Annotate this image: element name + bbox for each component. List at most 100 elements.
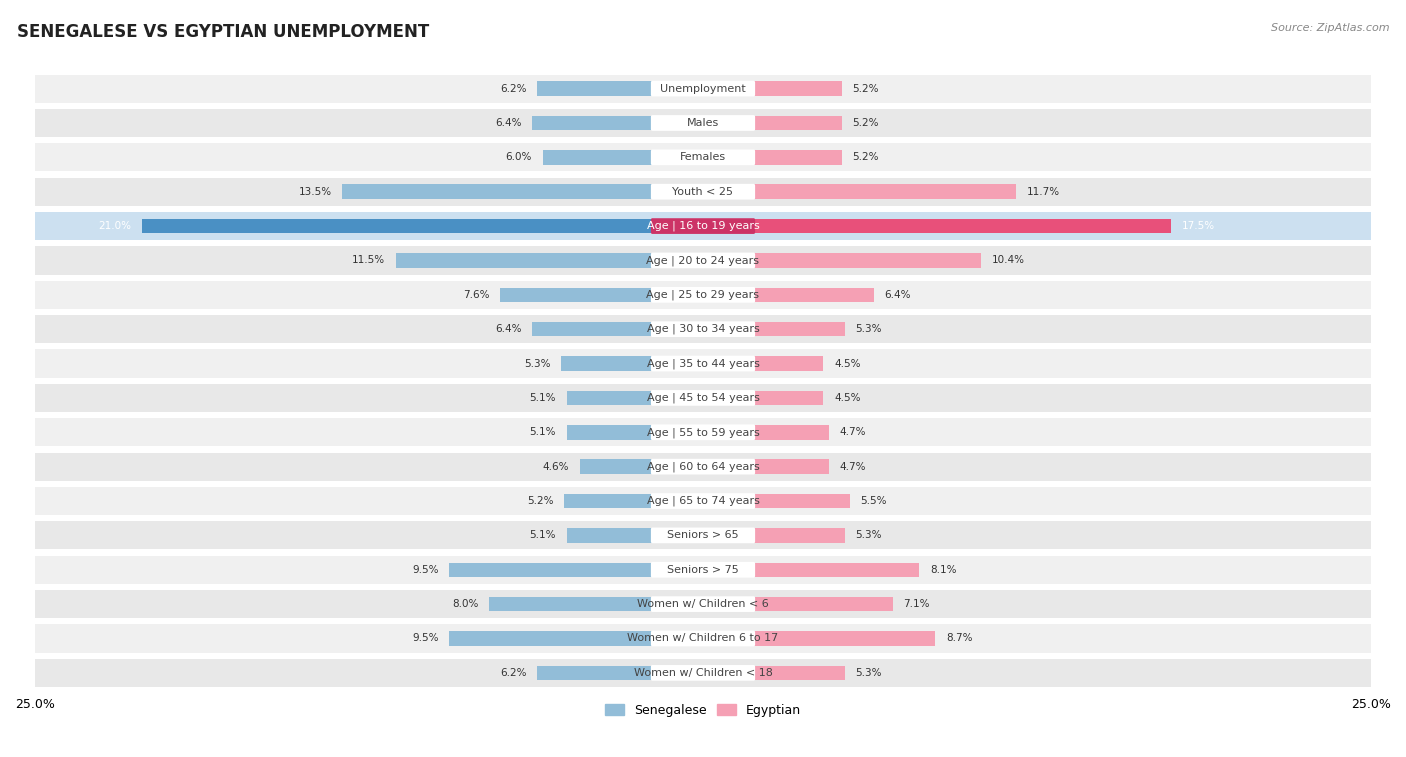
Bar — [35, 109, 1371, 137]
FancyBboxPatch shape — [651, 390, 755, 406]
Bar — [449, 562, 703, 577]
Bar — [703, 288, 875, 302]
Bar — [35, 625, 1371, 653]
Text: 6.2%: 6.2% — [501, 668, 527, 678]
Bar — [543, 150, 703, 164]
Bar — [581, 459, 703, 474]
Text: Seniors > 65: Seniors > 65 — [668, 531, 738, 540]
Bar — [703, 116, 842, 130]
Bar — [35, 384, 1371, 412]
Bar — [35, 212, 1371, 240]
Bar — [703, 219, 1171, 233]
FancyBboxPatch shape — [651, 665, 755, 681]
Text: 5.2%: 5.2% — [852, 152, 879, 162]
Text: 9.5%: 9.5% — [412, 565, 439, 575]
Bar — [35, 590, 1371, 618]
Text: 6.2%: 6.2% — [501, 83, 527, 94]
Text: 9.5%: 9.5% — [412, 634, 439, 643]
Text: 5.2%: 5.2% — [527, 496, 554, 506]
Text: 21.0%: 21.0% — [98, 221, 131, 231]
Text: 7.6%: 7.6% — [463, 290, 489, 300]
Legend: Senegalese, Egyptian: Senegalese, Egyptian — [600, 699, 806, 721]
Text: 4.5%: 4.5% — [834, 393, 860, 403]
Bar — [567, 391, 703, 405]
Bar — [561, 357, 703, 371]
Text: Age | 65 to 74 years: Age | 65 to 74 years — [647, 496, 759, 506]
FancyBboxPatch shape — [651, 597, 755, 612]
FancyBboxPatch shape — [651, 115, 755, 131]
Text: 6.4%: 6.4% — [884, 290, 911, 300]
FancyBboxPatch shape — [651, 149, 755, 165]
Bar — [35, 556, 1371, 584]
Text: Seniors > 75: Seniors > 75 — [666, 565, 740, 575]
Bar — [35, 281, 1371, 309]
Text: Age | 45 to 54 years: Age | 45 to 54 years — [647, 393, 759, 403]
Text: 8.7%: 8.7% — [946, 634, 973, 643]
Bar — [35, 418, 1371, 447]
Bar — [501, 288, 703, 302]
Bar — [35, 74, 1371, 103]
Text: 7.1%: 7.1% — [904, 599, 929, 609]
Text: Women w/ Children 6 to 17: Women w/ Children 6 to 17 — [627, 634, 779, 643]
Text: 5.5%: 5.5% — [860, 496, 887, 506]
Text: Age | 35 to 44 years: Age | 35 to 44 years — [647, 358, 759, 369]
Text: 5.3%: 5.3% — [855, 531, 882, 540]
Bar — [703, 391, 824, 405]
Bar — [342, 185, 703, 199]
Text: Age | 60 to 64 years: Age | 60 to 64 years — [647, 462, 759, 472]
Text: 5.3%: 5.3% — [855, 324, 882, 334]
Bar — [531, 116, 703, 130]
Bar — [35, 178, 1371, 206]
Bar — [35, 453, 1371, 481]
Text: Age | 30 to 34 years: Age | 30 to 34 years — [647, 324, 759, 335]
Bar — [703, 150, 842, 164]
Bar — [703, 185, 1015, 199]
Bar — [35, 315, 1371, 343]
Text: 4.7%: 4.7% — [839, 462, 866, 472]
Text: 11.5%: 11.5% — [352, 255, 385, 266]
FancyBboxPatch shape — [651, 562, 755, 578]
Text: Age | 20 to 24 years: Age | 20 to 24 years — [647, 255, 759, 266]
Bar — [395, 254, 703, 268]
FancyBboxPatch shape — [651, 459, 755, 475]
Bar — [703, 254, 981, 268]
Text: 5.1%: 5.1% — [530, 427, 555, 438]
FancyBboxPatch shape — [651, 493, 755, 509]
Bar — [567, 425, 703, 440]
Bar — [531, 322, 703, 336]
Bar — [449, 631, 703, 646]
Bar — [703, 494, 851, 508]
FancyBboxPatch shape — [651, 356, 755, 372]
Text: Females: Females — [681, 152, 725, 162]
Bar — [703, 631, 935, 646]
Bar — [703, 597, 893, 612]
Bar — [35, 522, 1371, 550]
Text: 5.2%: 5.2% — [852, 83, 879, 94]
Bar — [142, 219, 703, 233]
FancyBboxPatch shape — [651, 253, 755, 268]
FancyBboxPatch shape — [651, 81, 755, 96]
Text: 6.0%: 6.0% — [506, 152, 531, 162]
Text: 4.5%: 4.5% — [834, 359, 860, 369]
Bar — [703, 322, 845, 336]
Bar — [35, 659, 1371, 687]
Text: 5.1%: 5.1% — [530, 531, 555, 540]
Text: 4.6%: 4.6% — [543, 462, 569, 472]
Text: 6.4%: 6.4% — [495, 324, 522, 334]
Text: 5.2%: 5.2% — [852, 118, 879, 128]
Text: Age | 25 to 29 years: Age | 25 to 29 years — [647, 290, 759, 300]
Text: 5.3%: 5.3% — [855, 668, 882, 678]
Bar — [35, 487, 1371, 515]
Text: 5.1%: 5.1% — [530, 393, 555, 403]
FancyBboxPatch shape — [651, 218, 755, 234]
Text: Women w/ Children < 6: Women w/ Children < 6 — [637, 599, 769, 609]
Bar — [35, 350, 1371, 378]
Text: 13.5%: 13.5% — [298, 187, 332, 197]
Bar — [35, 143, 1371, 171]
Bar — [703, 425, 828, 440]
Bar — [489, 597, 703, 612]
Bar — [537, 82, 703, 96]
Text: Unemployment: Unemployment — [661, 83, 745, 94]
FancyBboxPatch shape — [651, 528, 755, 544]
Bar — [703, 459, 828, 474]
